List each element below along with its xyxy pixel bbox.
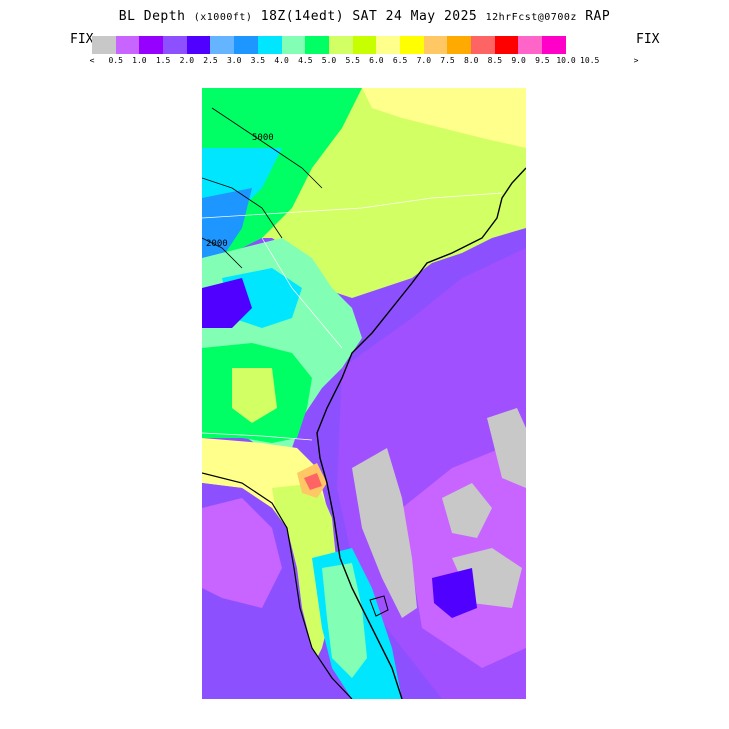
- legend-tick-7: 4.0: [274, 56, 289, 65]
- legend-swatch-9: [305, 36, 329, 54]
- contour-3: [202, 237, 243, 269]
- legend-swatch-8: [281, 36, 306, 54]
- fix-label-right: FIX: [636, 32, 660, 47]
- legend-tick-17: 9.0: [511, 56, 526, 65]
- legend-tick-14: 7.5: [440, 56, 455, 65]
- legend-tick-18: 9.5: [535, 56, 550, 65]
- land-florida-red: [304, 473, 322, 490]
- atlantic-lavender-region: [402, 438, 526, 668]
- legend-tick-15: 8.0: [463, 56, 479, 65]
- legend-swatch-5: [210, 36, 235, 54]
- legend-tick-5: 3.0: [226, 56, 242, 65]
- land-georgia-lime: [232, 368, 277, 423]
- land-mid-dark-blue: [202, 278, 252, 328]
- legend-swatch-17: [494, 36, 519, 54]
- legend-swatch-1: [115, 36, 140, 54]
- legend-swatch-19: [542, 36, 566, 54]
- offshore-blue-patch: [432, 568, 477, 618]
- legend-swatch-13: [399, 36, 424, 54]
- legend-swatch-7: [257, 36, 282, 54]
- legend-swatch-2: [139, 36, 164, 54]
- legend-swatch-16: [471, 36, 495, 54]
- title-product: BL Depth: [118, 9, 186, 24]
- legend-tick-8: 4.5: [298, 56, 313, 65]
- lake-okeechobee: [369, 595, 389, 617]
- legend-swatch-0: [92, 36, 116, 54]
- title-valid-time: 18Z(14edt) SAT 24 May 2025: [260, 9, 478, 24]
- contour-1: [211, 107, 323, 189]
- legend-tick-11: 6.0: [369, 56, 384, 65]
- legend-tick-16: 8.5: [487, 56, 503, 65]
- offshore-grey-patch-3: [487, 408, 526, 488]
- land-north-paleyellow: [362, 88, 526, 148]
- offshore-grey-patch-1: [352, 448, 417, 618]
- legend-swatch-3: [163, 36, 187, 54]
- legend-tick-4: 2.5: [203, 56, 218, 65]
- title-model: RAP: [585, 9, 611, 24]
- map-title: BL Depth (x1000ft) 18Z(14edt) SAT 24 May…: [0, 9, 729, 24]
- offshore-grey-patch-2: [442, 483, 492, 538]
- state-border-1: [202, 192, 503, 219]
- contour-label-2000: 2000: [206, 239, 228, 249]
- legend-tick-20: 10.5: [580, 56, 600, 65]
- state-border-2: [261, 237, 343, 349]
- fix-label-left: FIX: [70, 32, 94, 47]
- state-border-3: [202, 432, 313, 441]
- legend-swatch-11: [352, 36, 377, 54]
- legend-tick-2: 1.5: [155, 56, 171, 65]
- legend-swatch-10: [328, 36, 353, 54]
- legend-tick-13: 7.0: [416, 56, 432, 65]
- legend-tick-10: 5.5: [345, 56, 360, 65]
- color-legend: [92, 36, 566, 54]
- legend-tick-1: 1.0: [132, 56, 147, 65]
- gulf-lavender: [202, 498, 282, 608]
- gulf-coastline: [202, 472, 353, 699]
- legend-below-arrow: <: [89, 56, 95, 65]
- legend-above-arrow: >: [633, 56, 639, 65]
- legend-tick-6: 3.5: [250, 56, 266, 65]
- bl-depth-map: 5000 2000: [202, 88, 526, 699]
- legend-swatch-12: [376, 36, 400, 54]
- legend-tick-19: 10.0: [556, 56, 576, 65]
- legend-tick-9: 5.0: [321, 56, 337, 65]
- land-florida-lime: [272, 483, 337, 668]
- legend-tick-0: 0.5: [108, 56, 123, 65]
- legend-tick-12: 6.5: [392, 56, 408, 65]
- legend-swatch-6: [234, 36, 258, 54]
- legend-swatch-14: [423, 36, 448, 54]
- land-florida-south-green: [322, 563, 367, 678]
- coastline: [316, 167, 526, 699]
- contour-label-5000: 5000: [252, 133, 274, 143]
- legend-swatch-4: [186, 36, 211, 54]
- title-forecast: 12hrFcst@0700z: [485, 12, 577, 23]
- contour-2: [202, 177, 283, 239]
- title-units: (x1000ft): [193, 12, 253, 23]
- legend-swatch-15: [447, 36, 471, 54]
- legend-tick-3: 2.0: [179, 56, 195, 65]
- legend-swatch-18: [518, 36, 543, 54]
- legend-ticks: < > 0.5 1.0 1.5 2.0 2.5 3.0 3.5 4.0 4.5 5.0 5.5 6.0…: [82, 56, 652, 68]
